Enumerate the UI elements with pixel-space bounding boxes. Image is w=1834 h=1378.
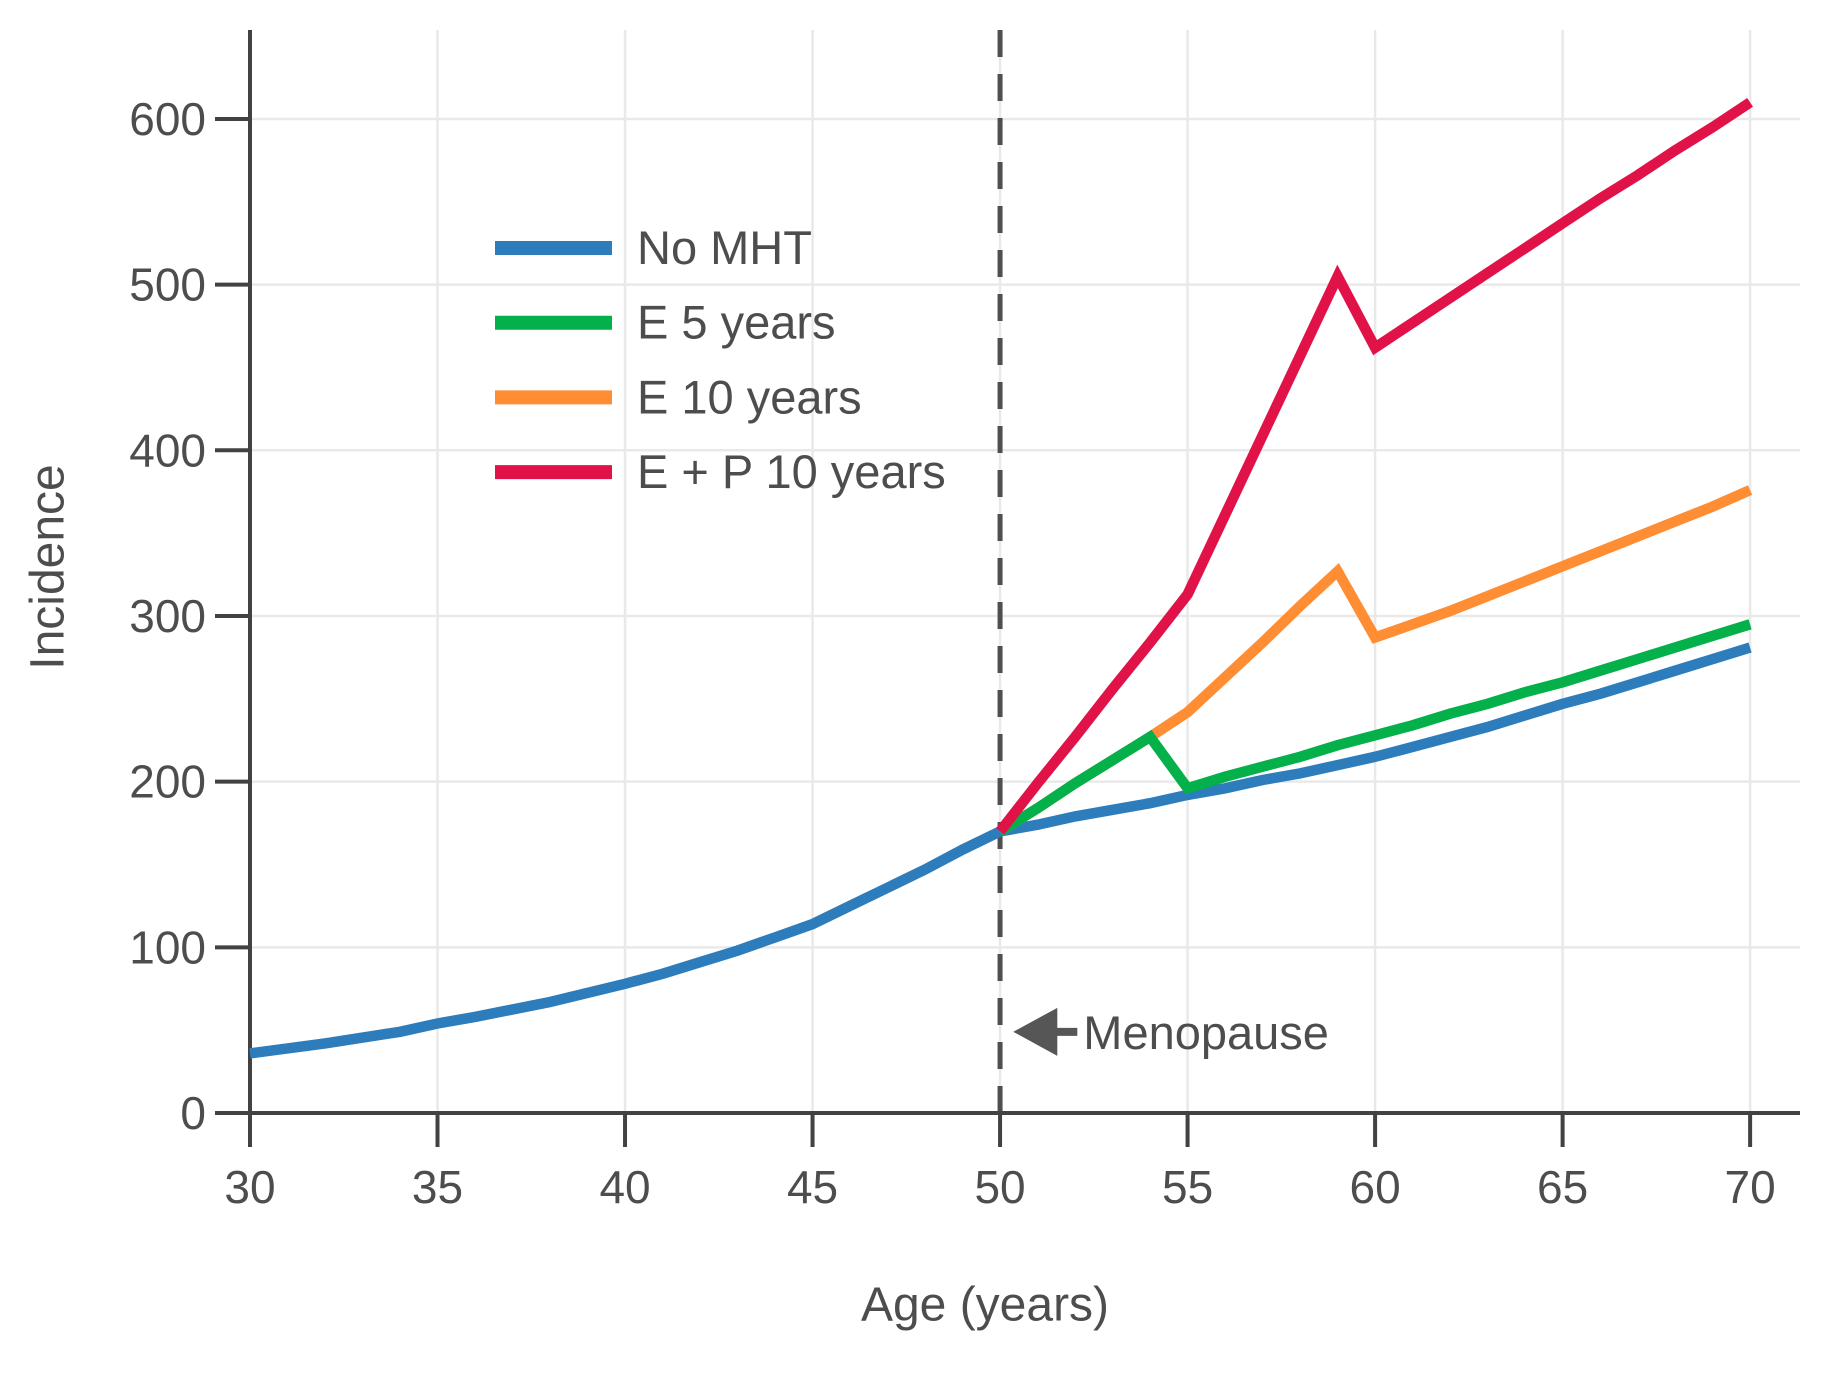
x-axis-title: Age (years) [860,1278,1110,1332]
y-tick-label-300: 300 [129,590,206,642]
x-tick-label-60: 60 [1350,1161,1401,1213]
legend-label-no-mht: No MHT [637,221,812,274]
x-tick-label-35: 35 [412,1161,463,1213]
legend-label-e-10-years: E 10 years [637,370,862,423]
y-tick-label-600: 600 [129,93,206,145]
series-line-e-5-years [997,619,1752,836]
x-tick-label-40: 40 [599,1161,650,1213]
menopause-arrow-head [1013,1007,1058,1056]
x-tick-label-50: 50 [974,1161,1025,1213]
y-tick-label-100: 100 [129,921,206,973]
x-tick-label-65: 65 [1537,1161,1588,1213]
y-tick-label-200: 200 [129,756,206,808]
x-tick-label-55: 55 [1162,1161,1213,1213]
y-axis-title: Incidence [21,464,75,670]
legend-label-e-p-10-years: E + P 10 years [637,445,946,498]
y-tick-label-500: 500 [129,259,206,311]
x-tick-label-45: 45 [787,1161,838,1213]
series-line-e-p-10-years [995,98,1753,835]
legend-label-e-5-years: E 5 years [637,296,836,349]
series-line-no-mht [249,642,1752,1059]
x-tick-label-30: 30 [224,1161,275,1213]
x-tick-label-70: 70 [1725,1161,1776,1213]
y-tick-label-400: 400 [129,424,206,476]
menopause-label: Menopause [1083,1006,1329,1059]
y-tick-label-0: 0 [180,1087,206,1139]
